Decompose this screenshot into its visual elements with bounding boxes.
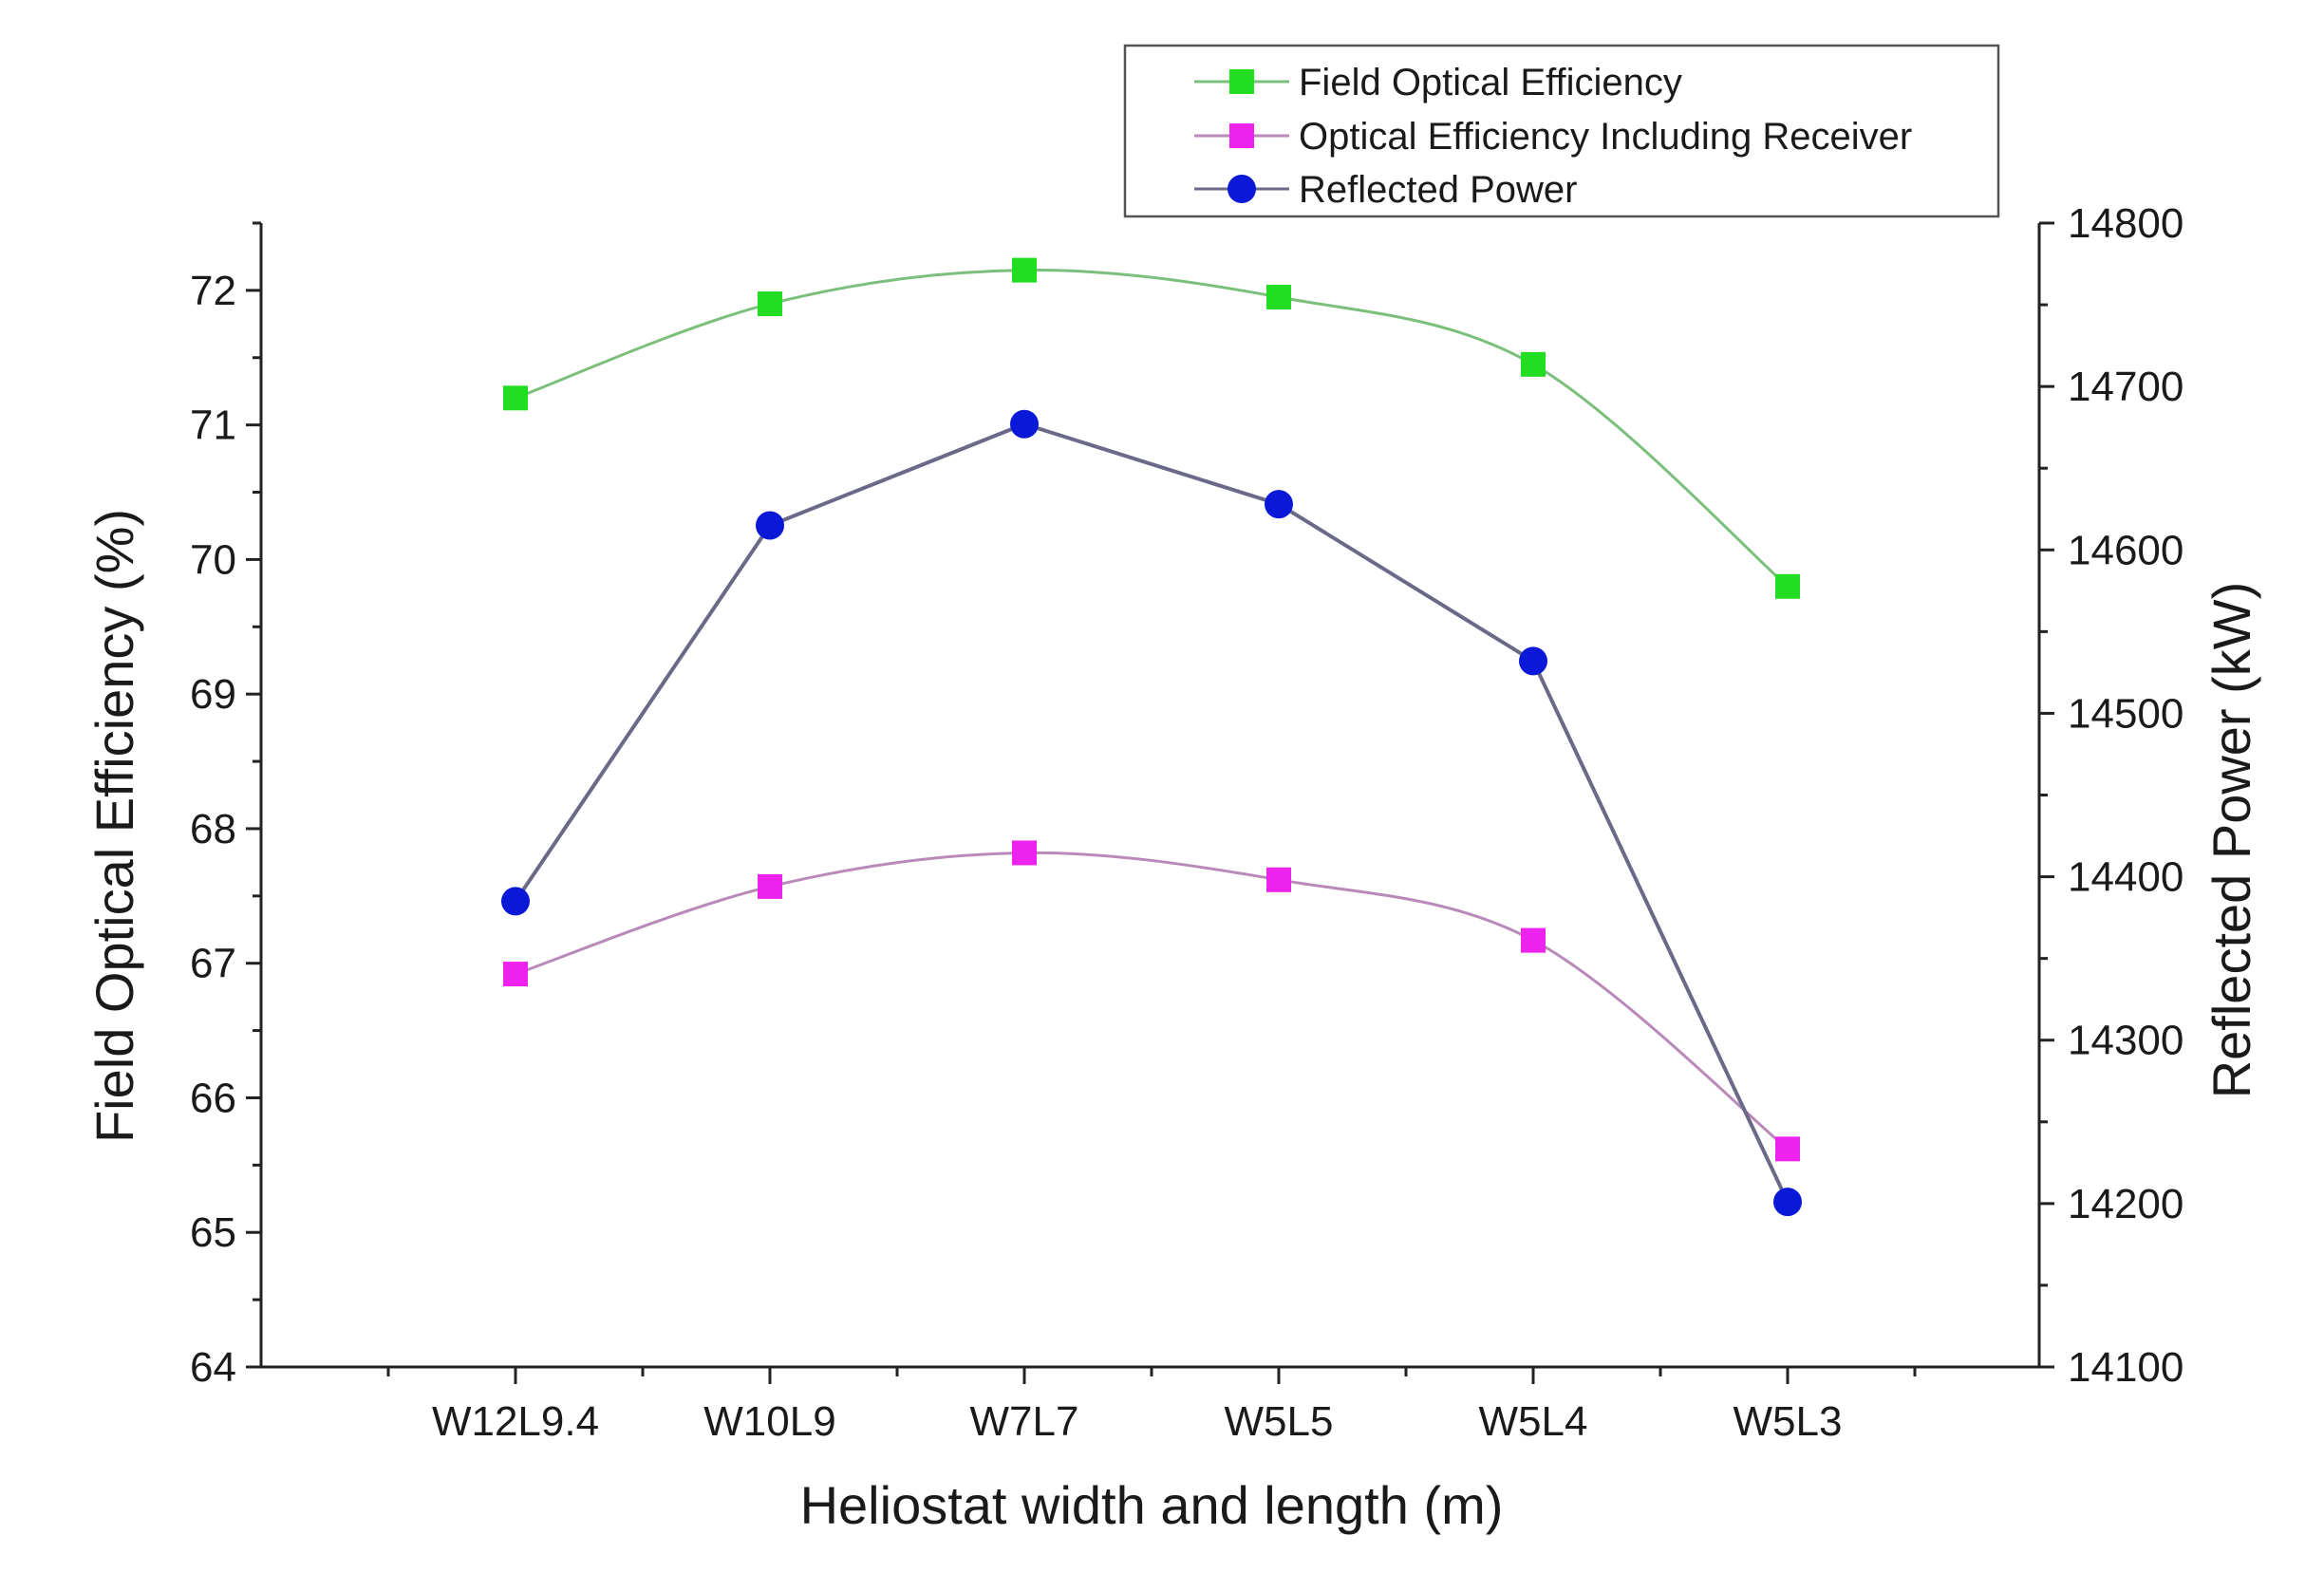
y-left-tick-label: 71 (190, 402, 236, 449)
y-right-tick-label: 14500 (2068, 690, 2183, 737)
series-markers (501, 257, 1802, 1217)
series-2-point-4 (1519, 646, 1547, 676)
series-1-point-3 (1266, 867, 1291, 892)
y-right-tick-label: 14700 (2068, 364, 2183, 410)
series-0-point-3 (1266, 284, 1291, 309)
series-line-2 (514, 421, 1790, 1203)
series-line-1 (515, 851, 1789, 1151)
tick-labels: 64 65 66 67 68 69 70 71 72 14100 14200 14300 14400 14… (190, 200, 2183, 1445)
y-right-tick-label: 14300 (2068, 1018, 2183, 1064)
legend-marker-square-icon (1229, 69, 1254, 94)
y-axis-title-right: Reflected Power (kW) (2202, 582, 2261, 1099)
series-2-point-0 (501, 887, 530, 916)
series-1-point-5 (1775, 1136, 1800, 1162)
series-line-0 (515, 269, 1789, 588)
legend-item-field-optical-efficiency: Field Optical Efficiency (1194, 62, 1682, 103)
y-left-tick-label: 67 (190, 941, 236, 987)
series-2-point-5 (1773, 1188, 1802, 1217)
legend-item-reflected-power: Reflected Power (1194, 169, 1577, 211)
y-right-tick-label: 14200 (2068, 1181, 2183, 1227)
series-2-point-1 (756, 511, 784, 540)
series-0-point-2 (1012, 257, 1037, 283)
x-tick-label: W5L5 (1225, 1398, 1334, 1445)
legend-label: Optical Efficiency Including Receiver (1299, 116, 1912, 158)
legend-label: Field Optical Efficiency (1299, 62, 1682, 103)
series-1-point-4 (1521, 927, 1546, 953)
y-axis-title-left: Field Optical Efficiency (%) (84, 509, 144, 1143)
y-left-tick-label: 66 (190, 1075, 236, 1121)
x-axis-title: Heliostat width and length (m) (800, 1475, 1504, 1535)
y-left-tick-label: 64 (190, 1344, 236, 1391)
y-left-tick-label: 70 (190, 536, 236, 583)
y-right-tick-label: 14100 (2068, 1344, 2183, 1391)
axis-ticks (246, 221, 2054, 1384)
series-0-point-0 (503, 385, 528, 411)
y-right-tick-label: 14400 (2068, 854, 2183, 901)
y-right-tick-label: 14600 (2068, 527, 2183, 573)
x-tick-label: W5L4 (1479, 1398, 1588, 1445)
series-0-point-5 (1775, 573, 1800, 599)
legend-label: Reflected Power (1299, 169, 1577, 211)
x-tick-label: W5L3 (1734, 1398, 1843, 1445)
series-2-point-2 (1010, 409, 1039, 439)
x-tick-label: W7L7 (970, 1398, 1079, 1445)
y-left-tick-label: 69 (190, 671, 236, 718)
series-lines (514, 269, 1790, 1203)
y-left-tick-label: 65 (190, 1209, 236, 1256)
series-0-point-4 (1521, 351, 1546, 377)
y-left-tick-label: 72 (190, 268, 236, 314)
y-left-tick-label: 68 (190, 806, 236, 852)
x-tick-label: W10L9 (703, 1398, 835, 1445)
legend-item-optical-efficiency-including-receiver: Optical Efficiency Including Receiver (1194, 116, 1912, 158)
legend-marker-square-icon (1229, 123, 1254, 148)
series-2-point-3 (1265, 490, 1293, 519)
x-tick-label: W12L9.4 (432, 1398, 599, 1445)
series-1-point-0 (503, 962, 528, 987)
series-0-point-1 (758, 291, 782, 317)
legend: Field Optical Efficiency Optical Efficie… (1123, 44, 2000, 218)
y-right-tick-label: 14800 (2068, 200, 2183, 247)
series-1-point-1 (758, 873, 782, 899)
series-1-point-2 (1012, 840, 1037, 866)
legend-marker-circle-icon (1228, 175, 1256, 203)
